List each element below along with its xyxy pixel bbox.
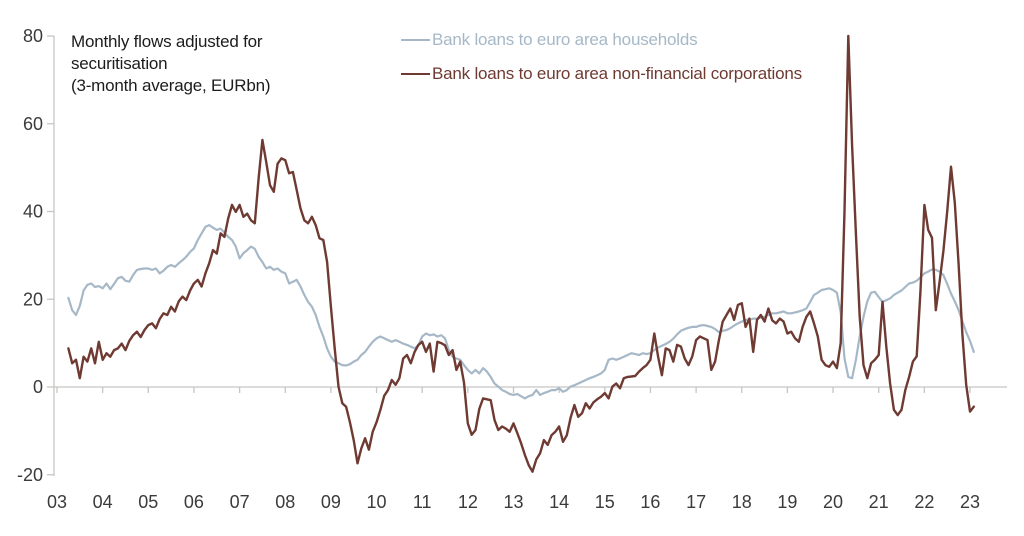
x-axis-tick-label: 16 (640, 492, 660, 512)
x-axis-tick-label: 23 (960, 492, 980, 512)
y-axis-tick-label: 0 (33, 377, 43, 397)
chart-note-line-3: (3-month average, EURbn) (71, 76, 271, 95)
x-axis-tick-label: 13 (503, 492, 523, 512)
y-axis-tick-label: 60 (23, 114, 43, 134)
legend-swatch-households-line (401, 38, 430, 42)
series-line-nfc (67, 34, 975, 473)
x-axis-tick-label: 20 (823, 492, 843, 512)
x-axis-tick-label: 09 (321, 492, 341, 512)
x-axis-tick-label: 19 (777, 492, 797, 512)
chart-note: Monthly flows adjusted for securitisatio… (71, 31, 270, 97)
chart-note-line-1: Monthly flows adjusted for (71, 32, 263, 51)
x-axis-tick-label: 21 (869, 492, 889, 512)
series-line-households (67, 224, 975, 400)
y-axis-tick-label: 20 (23, 289, 43, 309)
y-axis-tick-label: -20 (17, 465, 43, 485)
x-axis-tick-label: 17 (686, 492, 706, 512)
x-axis-tick-label: 03 (47, 492, 67, 512)
x-axis-tick-label: 22 (914, 492, 934, 512)
legend-label-households: Bank loans to euro area households (432, 30, 698, 49)
x-axis-tick-label: 11 (413, 492, 432, 512)
legend-item-households: Bank loans to euro area households (401, 23, 802, 57)
x-axis-tick-label: 04 (93, 492, 113, 512)
x-axis-tick-label: 08 (275, 492, 295, 512)
x-axis-tick-label: 06 (184, 492, 204, 512)
x-axis-tick-label: 10 (367, 492, 387, 512)
legend: Bank loans to euro area households Bank … (401, 23, 802, 91)
x-axis-tick-label: 05 (138, 492, 158, 512)
legend-swatch-nfc-line (401, 72, 430, 76)
y-axis-tick-label: 80 (23, 26, 43, 46)
legend-label-nfc: Bank loans to euro area non-financial co… (432, 64, 802, 83)
chart-note-line-2: securitisation (71, 54, 168, 73)
y-axis-tick-label: 40 (23, 202, 43, 222)
x-axis-tick-label: 07 (230, 492, 250, 512)
x-axis-tick-label: 14 (549, 492, 569, 512)
x-axis-tick-label: 12 (458, 492, 478, 512)
x-axis-tick-label: 15 (595, 492, 615, 512)
legend-item-nfc: Bank loans to euro area non-financial co… (401, 57, 802, 91)
x-axis-tick-label: 18 (732, 492, 752, 512)
